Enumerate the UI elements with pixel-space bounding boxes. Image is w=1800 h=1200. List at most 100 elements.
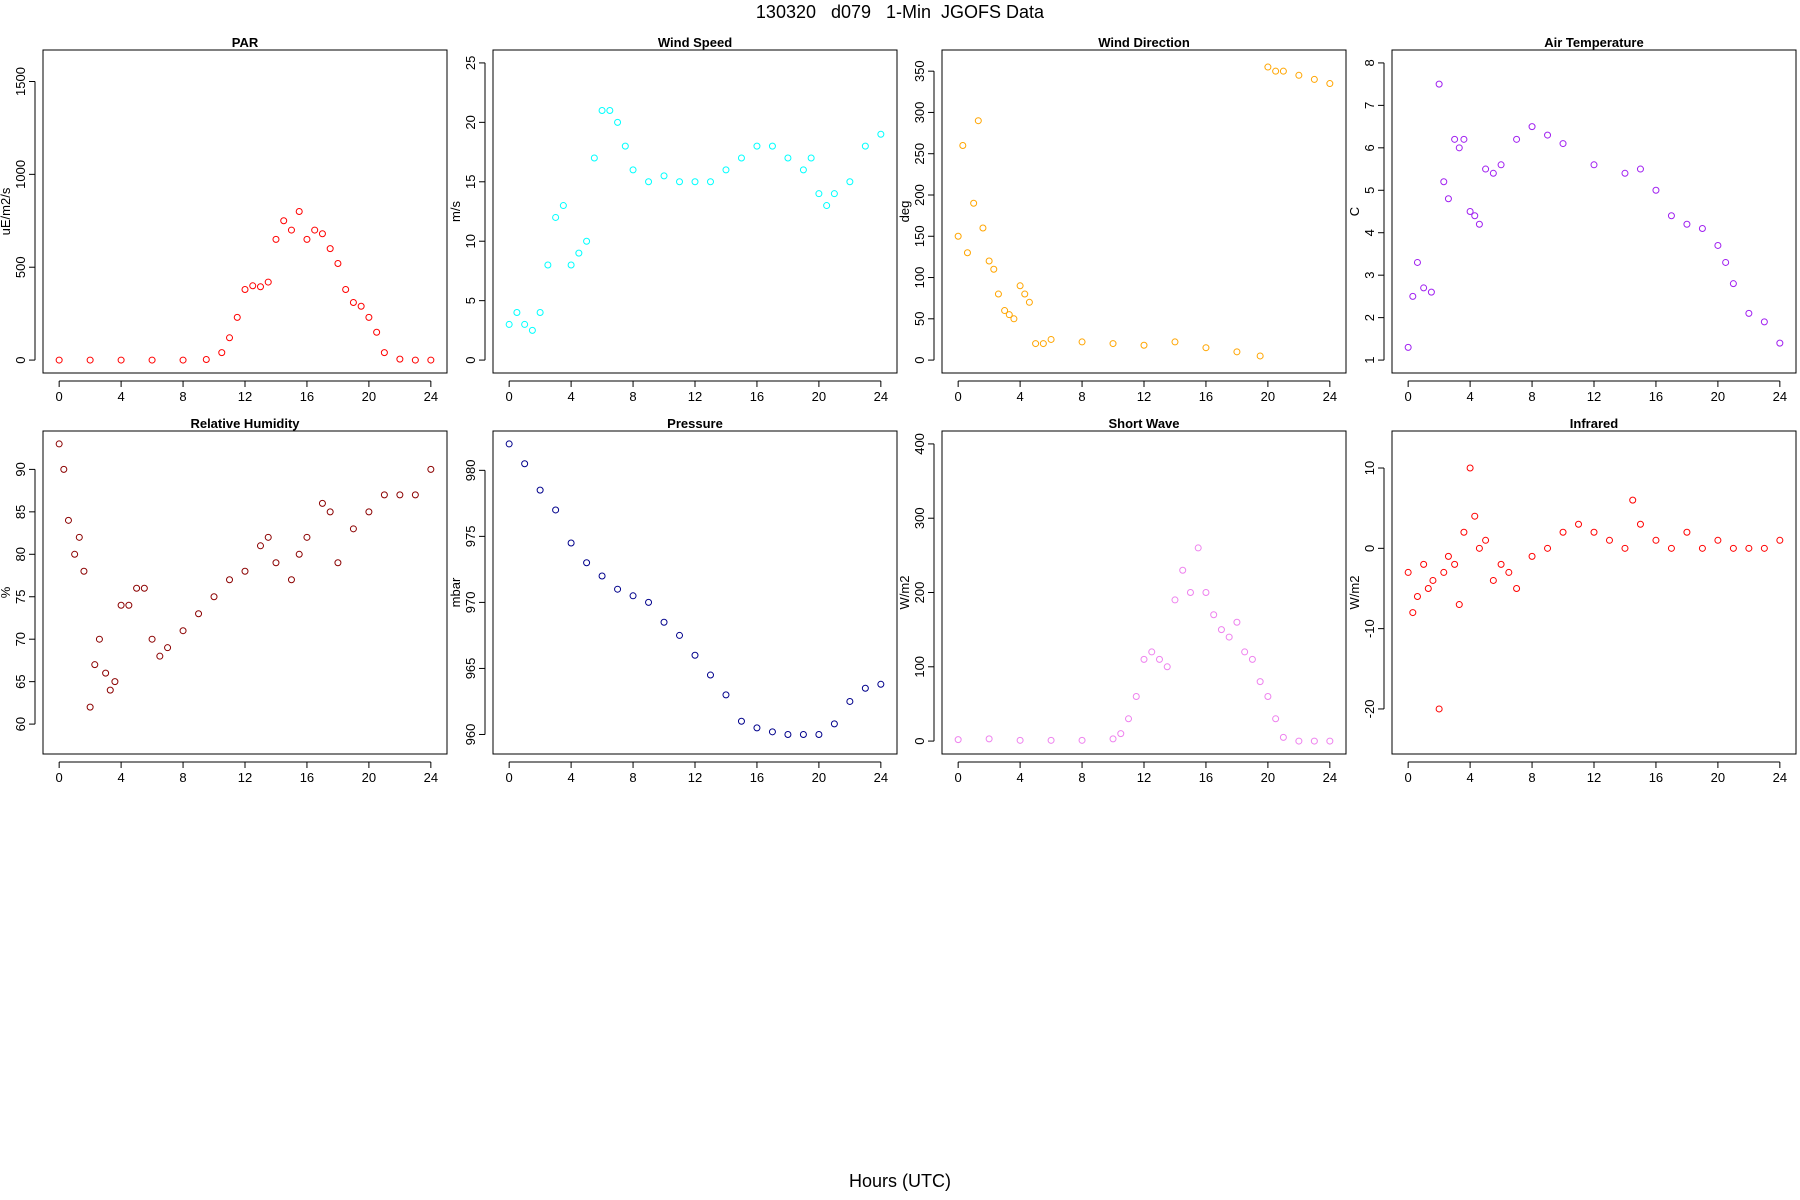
- y-tick-label: 65: [13, 674, 28, 688]
- x-tick-label: 0: [56, 389, 63, 404]
- data-point: [1047, 736, 1055, 744]
- data-point: [1016, 282, 1024, 290]
- data-point: [1471, 212, 1479, 220]
- x-tick-label: 24: [1773, 770, 1787, 785]
- data-point: [156, 652, 164, 660]
- data-point: [80, 567, 88, 575]
- data-point: [1233, 348, 1241, 356]
- data-point: [645, 598, 653, 606]
- data-point: [552, 506, 560, 514]
- data-point: [799, 166, 807, 174]
- data-point: [583, 559, 591, 567]
- y-axis-label: deg: [897, 201, 912, 223]
- data-point: [505, 320, 513, 328]
- data-point: [1475, 544, 1483, 552]
- data-point: [722, 691, 730, 699]
- x-tick-label: 20: [362, 770, 376, 785]
- data-point: [1760, 544, 1768, 552]
- data-point: [985, 735, 993, 743]
- data-point: [598, 572, 606, 580]
- data-point: [846, 178, 854, 186]
- x-tick-label: 4: [117, 770, 124, 785]
- x-tick-label: 16: [750, 389, 764, 404]
- data-point: [264, 278, 272, 286]
- plot-title: Pressure: [667, 416, 723, 431]
- data-point: [1163, 663, 1171, 671]
- data-point: [985, 257, 993, 265]
- data-point: [1455, 601, 1463, 609]
- y-tick-label: 250: [912, 143, 927, 165]
- data-point: [349, 299, 357, 307]
- y-tick-label: 300: [912, 507, 927, 529]
- x-tick-label: 4: [1466, 770, 1473, 785]
- x-tick-label: 24: [1323, 389, 1337, 404]
- data-points: [954, 63, 1334, 360]
- y-tick-label: 0: [13, 356, 28, 363]
- y-tick-label: 2: [1362, 314, 1377, 321]
- y-tick-label: 300: [912, 102, 927, 124]
- data-point: [629, 166, 637, 174]
- data-point: [575, 249, 583, 257]
- data-point: [660, 172, 668, 180]
- x-tick-label: 20: [1711, 770, 1725, 785]
- data-point: [1776, 339, 1784, 347]
- data-point: [1482, 165, 1490, 173]
- data-point: [1005, 311, 1013, 319]
- data-point: [1590, 528, 1598, 536]
- data-point: [1455, 144, 1463, 152]
- data-point: [1078, 736, 1086, 744]
- data-point: [1652, 186, 1660, 194]
- plot-frame: [1391, 49, 1797, 374]
- data-point: [357, 302, 365, 310]
- data-point: [133, 584, 141, 592]
- x-tick-label: 24: [424, 389, 438, 404]
- data-point: [877, 130, 885, 138]
- data-point: [590, 154, 598, 162]
- data-point: [1125, 715, 1133, 723]
- y-tick-label: 15: [463, 175, 478, 189]
- data-point: [1202, 589, 1210, 596]
- y-tick-label: 5: [463, 297, 478, 304]
- data-point: [830, 190, 838, 198]
- y-axis-label: mbar: [448, 577, 463, 607]
- data-point: [1497, 161, 1505, 169]
- plot-frame: [1391, 430, 1797, 755]
- data-point: [1279, 67, 1287, 75]
- data-point: [1698, 544, 1706, 552]
- data-point: [621, 142, 629, 150]
- data-point: [970, 199, 978, 207]
- data-point: [1010, 315, 1018, 323]
- data-point: [1171, 338, 1179, 346]
- data-point: [1489, 576, 1497, 584]
- data-point: [1409, 609, 1417, 617]
- y-tick-label: 80: [13, 547, 28, 561]
- y-axis-label: m/s: [448, 201, 463, 222]
- data-point: [1636, 520, 1644, 528]
- data-point: [1621, 544, 1629, 552]
- data-point: [71, 550, 79, 558]
- y-tick-label: 0: [463, 356, 478, 363]
- data-point: [179, 627, 187, 635]
- x-tick-label: 24: [874, 770, 888, 785]
- data-point: [380, 491, 388, 499]
- data-point: [1039, 340, 1047, 348]
- data-point: [1032, 340, 1040, 348]
- data-point: [396, 491, 404, 499]
- y-tick-label: 500: [13, 256, 28, 278]
- data-point: [1016, 736, 1024, 744]
- data-point: [202, 356, 210, 364]
- data-point: [1760, 318, 1768, 326]
- data-point: [830, 720, 838, 728]
- y-tick-label: 960: [463, 724, 478, 746]
- data-point: [1109, 340, 1117, 348]
- data-point: [427, 465, 435, 473]
- x-tick-label: 12: [688, 389, 702, 404]
- y-tick-label: 975: [463, 526, 478, 548]
- plot-title: Air Temperature: [1544, 35, 1643, 50]
- data-point: [1279, 733, 1287, 741]
- y-tick-label: 8: [1362, 59, 1377, 66]
- data-point: [990, 265, 998, 273]
- data-point: [140, 584, 148, 592]
- data-point: [287, 226, 295, 234]
- data-point: [598, 106, 606, 114]
